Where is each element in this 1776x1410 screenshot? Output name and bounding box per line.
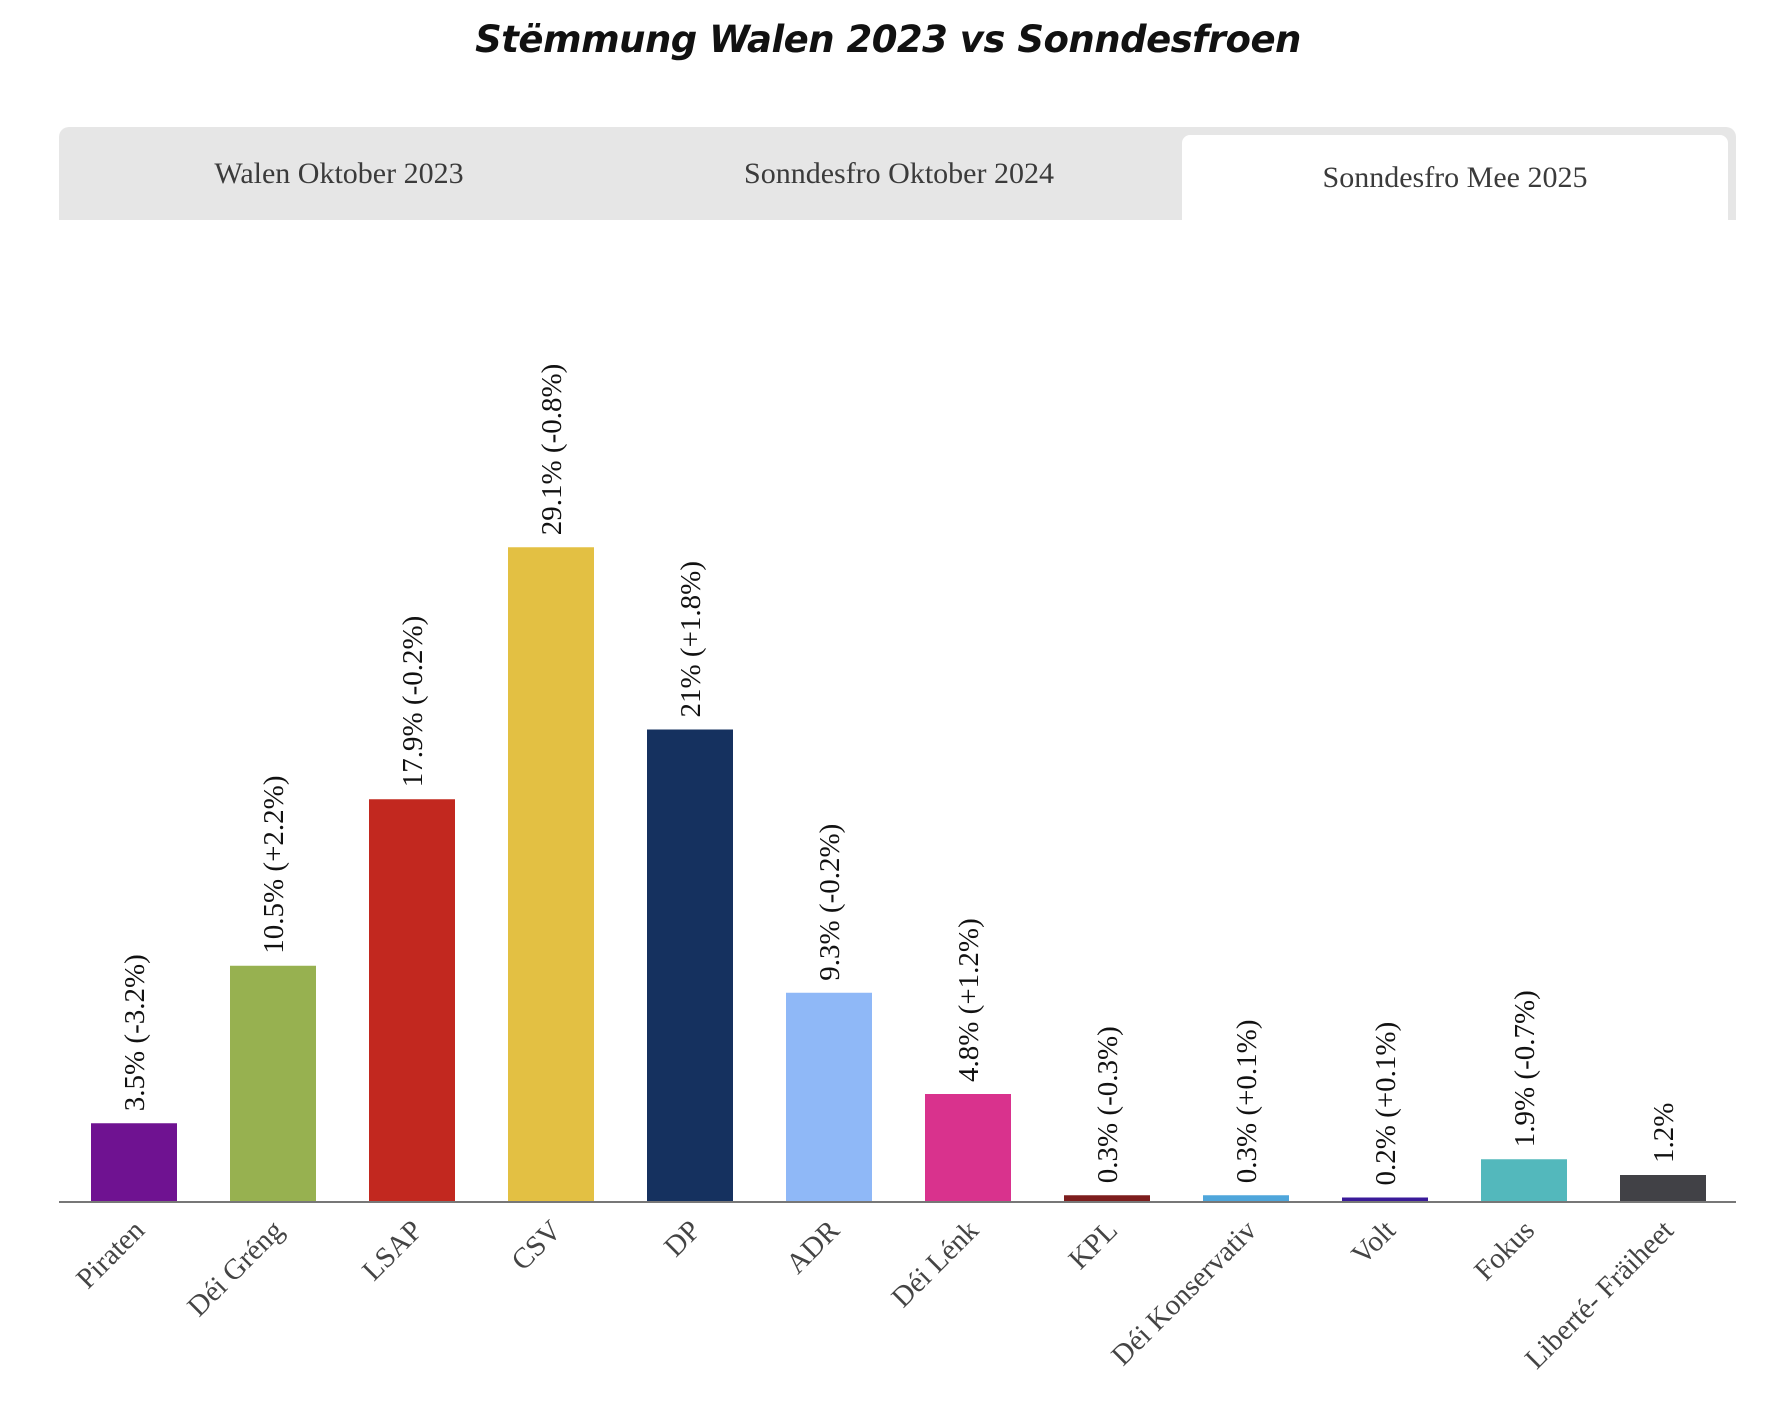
data-label-kpl: 0.3% (-0.3%) — [1092, 1026, 1124, 1183]
data-label-fokus: 1.9% (-0.7%) — [1509, 990, 1541, 1147]
x-tick-label-piraten: Piraten — [70, 1214, 151, 1295]
data-label-dei-lenk: 4.8% (+1.2%) — [953, 918, 985, 1082]
bar-dei-greng[interactable] — [230, 965, 316, 1202]
x-tick-label-liberte-fraiheet: Liberté- Fräiheet — [1519, 1214, 1680, 1375]
bar-csv[interactable] — [508, 547, 594, 1202]
data-label-dp: 21% (+1.8%) — [675, 561, 707, 717]
bar-fokus[interactable] — [1481, 1159, 1567, 1202]
tab-walen-oktober-2023[interactable]: Walen Oktober 2023 — [214, 156, 464, 190]
data-label-dei-greng: 10.5% (+2.2%) — [258, 776, 290, 954]
bar-liberte-fraiheet[interactable] — [1620, 1175, 1706, 1202]
x-tick-label-fokus: Fokus — [1468, 1214, 1541, 1287]
bar-adr[interactable] — [786, 992, 872, 1202]
bars-layer — [91, 547, 1706, 1202]
bar-lsap[interactable] — [369, 799, 455, 1202]
data-label-lsap: 17.9% (-0.2%) — [397, 616, 429, 788]
bar-dei-konservativ[interactable] — [1203, 1195, 1289, 1202]
data-labels-layer: 3.5% (-3.2%) 10.5% (+2.2%) 17.9% (-0.2%) 29… — [119, 364, 1680, 1186]
tab-sonndesfro-oktober-2024[interactable]: Sonndesfro Oktober 2024 — [744, 156, 1054, 190]
bar-dp[interactable] — [647, 729, 733, 1203]
x-tick-label-dei-konservativ: Déi Konservativ — [1105, 1214, 1263, 1372]
x-tick-label-csv: CSV — [505, 1214, 568, 1277]
x-tick-label-adr: ADR — [780, 1214, 846, 1280]
x-tick-label-dp: DP — [658, 1214, 707, 1263]
bar-volt[interactable] — [1342, 1197, 1428, 1203]
x-tick-label-dei-greng: Déi Gréng — [181, 1214, 290, 1323]
data-label-volt: 0.2% (+0.1%) — [1370, 1022, 1402, 1186]
x-tick-label-lsap: LSAP — [356, 1214, 429, 1287]
x-tick-label-kpl: KPL — [1063, 1214, 1124, 1275]
x-tick-label-dei-lenk: Déi Lénk — [885, 1214, 985, 1314]
x-tick-label-volt: Volt — [1346, 1214, 1402, 1270]
x-tick-labels-layer: Piraten Déi Gréng LSAP CSV DP ADR Déi Lénk KPLD… — [70, 1214, 1680, 1375]
data-label-piraten: 3.5% (-3.2%) — [119, 954, 151, 1111]
data-label-liberte-fraiheet: 1.2% — [1648, 1103, 1680, 1163]
tab-bar: Walen Oktober 2023 Sonndesfro Oktober 20… — [59, 127, 1736, 220]
data-label-adr: 9.3% (-0.2%) — [814, 824, 846, 981]
bar-dei-lenk[interactable] — [925, 1094, 1011, 1202]
data-label-csv: 29.1% (-0.8%) — [536, 364, 568, 536]
chart-title: Stëmmung Walen 2023 vs Sonndesfroen — [475, 18, 1301, 61]
tab-sonndesfro-mee-2025[interactable]: Sonndesfro Mee 2025 — [1182, 135, 1728, 220]
bar-kpl[interactable] — [1064, 1195, 1150, 1202]
data-label-dei-konservativ: 0.3% (+0.1%) — [1231, 1020, 1263, 1184]
bar-piraten[interactable] — [91, 1123, 177, 1202]
